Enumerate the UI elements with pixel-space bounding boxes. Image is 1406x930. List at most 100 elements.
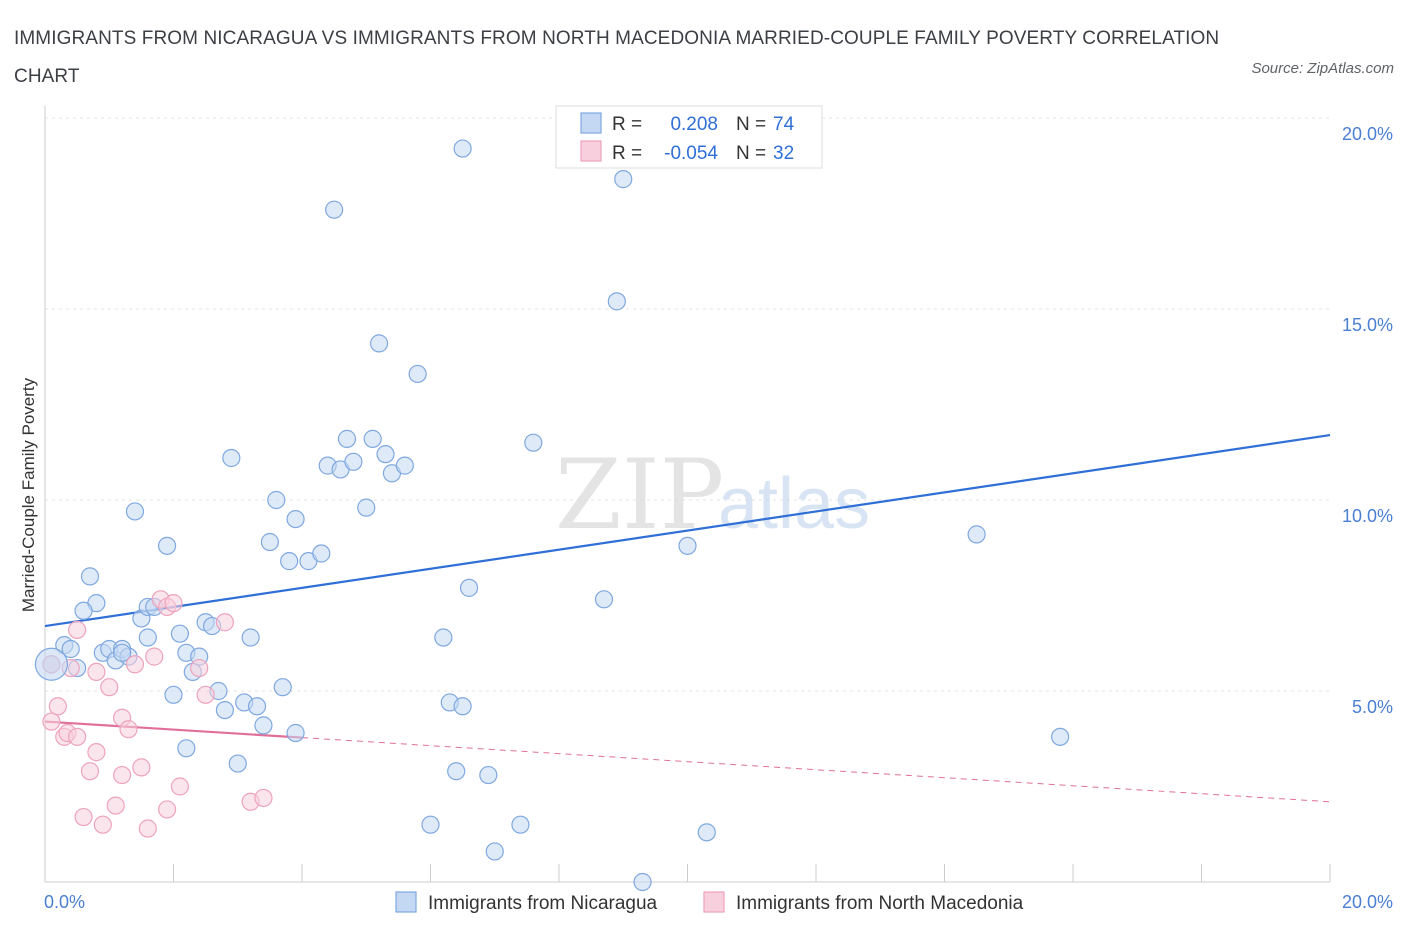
point-nicaragua-40 <box>312 544 331 563</box>
point-nicaragua-68 <box>678 536 697 555</box>
point-nicaragua-34 <box>267 490 286 510</box>
point-nicaragua-66 <box>614 170 633 189</box>
point-nicaragua-61 <box>485 842 504 861</box>
y-tick-label-1: 15.0% <box>1342 315 1393 335</box>
point-north-macedonia-2 <box>48 697 67 716</box>
point-nicaragua-15 <box>138 628 157 647</box>
point-cluster-nicaragua <box>34 647 69 681</box>
stats-r-value-nicaragua: 0.208 <box>670 114 718 135</box>
point-nicaragua-65 <box>607 292 626 311</box>
point-nicaragua-2 <box>61 639 80 659</box>
point-nicaragua-17 <box>157 536 177 555</box>
point-nicaragua-26 <box>215 700 234 720</box>
y-tick-label-2: 10.0% <box>1342 506 1393 526</box>
point-nicaragua-38 <box>286 509 305 529</box>
point-nicaragua-69 <box>697 823 716 842</box>
point-nicaragua-18 <box>164 685 183 704</box>
point-nicaragua-42 <box>325 200 344 219</box>
point-north-macedonia-15 <box>112 765 132 785</box>
point-nicaragua-46 <box>357 498 376 517</box>
point-north-macedonia-9 <box>80 762 100 781</box>
point-north-macedonia-26 <box>170 777 190 796</box>
point-nicaragua-54 <box>434 628 453 647</box>
point-nicaragua-33 <box>260 532 279 552</box>
stats-legend: R = 0.208 N = 74 R = -0.054 N = 32 <box>555 105 823 169</box>
point-north-macedonia-11 <box>87 743 106 762</box>
point-north-macedonia-27 <box>190 658 209 678</box>
data-points <box>34 139 1070 892</box>
point-nicaragua-30 <box>241 628 260 647</box>
stats-n-value-nicaragua: 74 <box>773 114 795 135</box>
point-nicaragua-59 <box>459 578 479 597</box>
point-nicaragua-32 <box>254 716 273 735</box>
point-nicaragua-53 <box>421 815 440 834</box>
point-nicaragua-52 <box>408 364 427 384</box>
x-tick-label-max: 20.0% <box>1342 892 1393 912</box>
point-nicaragua-36 <box>280 552 299 571</box>
point-north-macedonia-7 <box>68 727 87 746</box>
grid-lines <box>45 117 1330 692</box>
point-nicaragua-70 <box>967 525 986 544</box>
chart-title: IMMIGRANTS FROM NICARAGUA VS IMMIGRANTS … <box>14 28 1220 87</box>
point-nicaragua-31 <box>247 697 267 716</box>
stats-r-label-north-macedonia: R = <box>612 143 642 164</box>
chart-source: Source: ZipAtlas.com <box>1251 60 1394 77</box>
y-tick-labels: 20.0% 15.0% 10.0% 5.0% <box>1342 124 1393 717</box>
y-tick-label-0: 20.0% <box>1342 124 1393 144</box>
stats-r-value-north-macedonia: -0.054 <box>664 143 718 164</box>
point-nicaragua-67 <box>633 872 652 892</box>
point-nicaragua-72 <box>112 643 132 662</box>
point-north-macedonia-6 <box>68 620 87 639</box>
point-nicaragua-64 <box>594 590 614 609</box>
stats-n-label-north-macedonia: N = <box>736 143 766 164</box>
legend-label-north-macedonia: Immigrants from North Macedonia <box>736 893 1024 914</box>
point-north-macedonia-31 <box>254 788 273 808</box>
point-nicaragua-37 <box>286 723 305 743</box>
point-nicaragua-45 <box>344 452 363 471</box>
point-nicaragua-6 <box>74 601 93 620</box>
point-north-macedonia-17 <box>119 720 138 739</box>
point-north-macedonia-19 <box>132 758 151 777</box>
point-nicaragua-62 <box>511 815 530 834</box>
watermark-zip: ZIP <box>555 439 724 551</box>
point-north-macedonia-8 <box>74 807 93 827</box>
point-nicaragua-48 <box>370 334 389 353</box>
point-nicaragua-57 <box>453 697 472 716</box>
trend-line-north-macedonia-extension <box>301 737 1331 803</box>
point-north-macedonia-12 <box>93 815 112 834</box>
stats-swatch-nicaragua <box>580 112 602 134</box>
trend-line-north-macedonia <box>44 720 303 739</box>
watermark-atlas: atlas <box>718 464 870 544</box>
point-nicaragua-63 <box>524 433 543 452</box>
point-north-macedonia-28 <box>196 685 215 704</box>
point-nicaragua-49 <box>376 445 395 464</box>
point-nicaragua-73 <box>177 739 196 758</box>
stats-n-value-north-macedonia: 32 <box>773 143 794 164</box>
stats-r-label-nicaragua: R = <box>612 114 642 135</box>
trend-lines <box>44 433 1331 803</box>
legend-swatch-north-macedonia <box>703 891 725 913</box>
point-nicaragua-71 <box>1051 727 1070 746</box>
x-tick-label-min: 0.0% <box>44 892 85 912</box>
point-north-macedonia-20 <box>138 819 157 838</box>
point-nicaragua-58 <box>453 139 472 158</box>
stats-n-label-nicaragua: N = <box>736 114 766 135</box>
point-north-macedonia-14 <box>106 796 125 815</box>
point-north-macedonia-23 <box>157 800 177 819</box>
point-nicaragua-47 <box>363 429 382 448</box>
point-north-macedonia-1 <box>42 712 61 731</box>
legend-label-nicaragua: Immigrants from Nicaragua <box>428 893 658 914</box>
point-nicaragua-35 <box>273 678 292 697</box>
stats-swatch-north-macedonia <box>580 140 602 162</box>
point-north-macedonia-10 <box>87 662 106 682</box>
point-nicaragua-19 <box>170 624 190 643</box>
point-north-macedonia-21 <box>145 647 164 666</box>
point-nicaragua-28 <box>228 754 247 773</box>
y-axis-label: Married-Couple Family Poverty <box>19 377 38 612</box>
trend-line-nicaragua <box>44 433 1331 628</box>
point-nicaragua-51 <box>395 456 414 475</box>
point-nicaragua-27 <box>222 448 241 468</box>
point-north-macedonia-25 <box>164 594 183 613</box>
point-nicaragua-44 <box>337 429 357 448</box>
